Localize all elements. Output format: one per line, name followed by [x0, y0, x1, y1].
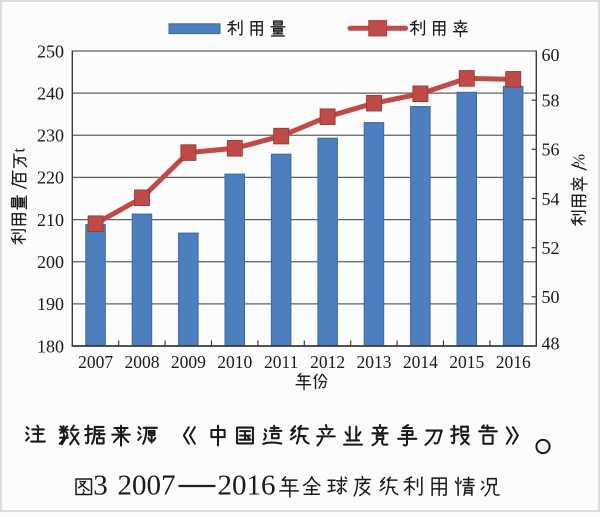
svg-text:230: 230 [37, 126, 64, 146]
svg-text:2009: 2009 [171, 352, 206, 372]
svg-text:2013: 2013 [357, 352, 392, 372]
svg-text:3: 3 [93, 470, 108, 502]
svg-text:210: 210 [37, 210, 64, 230]
svg-text:2012: 2012 [310, 352, 345, 372]
svg-text:2015: 2015 [449, 352, 484, 372]
svg-text:2007: 2007 [118, 470, 176, 502]
svg-text:200: 200 [37, 252, 64, 272]
svg-text:180: 180 [37, 336, 64, 356]
svg-text:2008: 2008 [125, 352, 160, 372]
svg-text:50: 50 [542, 287, 560, 307]
svg-text:56: 56 [542, 140, 560, 160]
svg-text:2007: 2007 [78, 352, 113, 372]
svg-text:48: 48 [542, 334, 560, 354]
svg-text:190: 190 [37, 294, 64, 314]
svg-text:54: 54 [542, 189, 560, 209]
svg-text:2011: 2011 [264, 352, 298, 372]
svg-text:240: 240 [37, 83, 64, 103]
svg-text:58: 58 [542, 91, 560, 111]
svg-text:2010: 2010 [217, 352, 252, 372]
svg-text:2016: 2016 [218, 470, 276, 502]
svg-text:220: 220 [37, 168, 64, 188]
svg-text:2014: 2014 [403, 352, 438, 372]
svg-text:60: 60 [542, 45, 560, 65]
svg-text:t: t [10, 148, 29, 153]
svg-text:250: 250 [37, 41, 64, 61]
svg-text:52: 52 [542, 238, 560, 258]
svg-text:%: % [570, 154, 589, 168]
svg-text:2016: 2016 [496, 352, 531, 372]
